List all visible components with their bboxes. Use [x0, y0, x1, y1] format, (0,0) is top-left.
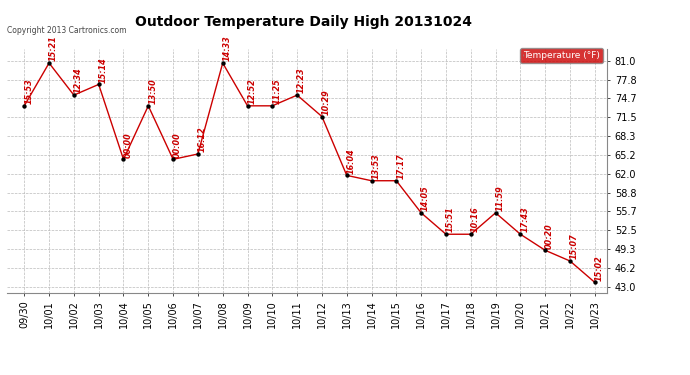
Text: 17:17: 17:17 [396, 153, 405, 179]
Text: 17:43: 17:43 [520, 207, 529, 232]
Text: 14:05: 14:05 [421, 185, 430, 211]
Point [342, 172, 353, 178]
Text: 10:29: 10:29 [322, 89, 331, 115]
Point [317, 114, 328, 120]
Text: 11:25: 11:25 [273, 78, 282, 104]
Point [242, 103, 253, 109]
Text: 15:21: 15:21 [49, 36, 58, 61]
Text: 15:07: 15:07 [570, 234, 579, 259]
Point [440, 231, 451, 237]
Text: 10:16: 10:16 [471, 207, 480, 232]
Text: 15:14: 15:14 [99, 57, 108, 82]
Text: 11:59: 11:59 [495, 185, 504, 211]
Point [217, 60, 228, 66]
Point [267, 103, 278, 109]
Text: 12:52: 12:52 [248, 78, 257, 104]
Point [43, 60, 55, 66]
Text: Outdoor Temperature Daily High 20131024: Outdoor Temperature Daily High 20131024 [135, 15, 472, 29]
Point [391, 178, 402, 184]
Text: 16:04: 16:04 [346, 148, 356, 174]
Text: 12:23: 12:23 [297, 68, 306, 93]
Point [589, 279, 600, 285]
Point [93, 81, 104, 87]
Text: 13:50: 13:50 [148, 78, 157, 104]
Text: 00:00: 00:00 [173, 132, 182, 158]
Text: 00:20: 00:20 [545, 223, 554, 249]
Point [415, 210, 426, 216]
Text: 15:53: 15:53 [24, 78, 33, 104]
Point [168, 156, 179, 162]
Point [68, 92, 79, 98]
Point [564, 258, 575, 264]
Text: 15:51: 15:51 [446, 207, 455, 232]
Text: 14:33: 14:33 [223, 36, 232, 61]
Text: 16:12: 16:12 [198, 126, 207, 152]
Text: Copyright 2013 Cartronics.com: Copyright 2013 Cartronics.com [7, 26, 126, 35]
Point [366, 178, 377, 184]
Point [292, 92, 303, 98]
Legend: Temperature (°F): Temperature (°F) [520, 48, 602, 63]
Text: 15:02: 15:02 [595, 255, 604, 280]
Text: 00:00: 00:00 [124, 132, 132, 158]
Text: 13:53: 13:53 [371, 153, 380, 179]
Point [515, 231, 526, 237]
Point [19, 103, 30, 109]
Point [465, 231, 476, 237]
Point [193, 151, 204, 157]
Point [490, 210, 501, 216]
Point [118, 156, 129, 162]
Point [143, 103, 154, 109]
Text: 12:34: 12:34 [74, 68, 83, 93]
Point [540, 247, 551, 253]
